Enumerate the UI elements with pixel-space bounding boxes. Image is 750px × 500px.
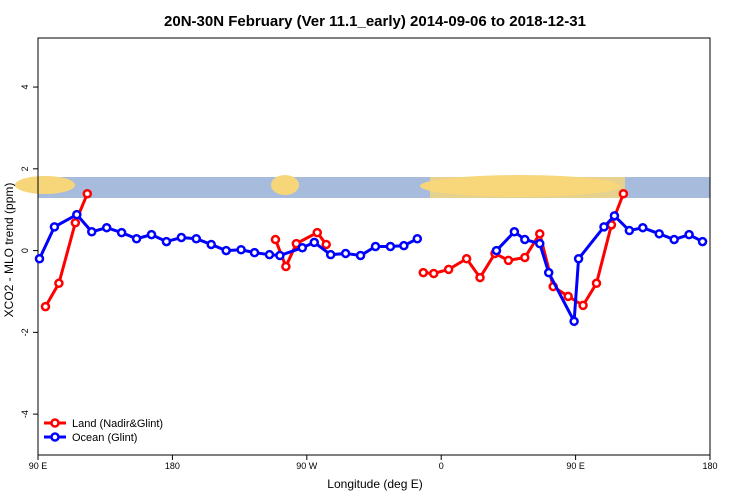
- data-point: [291, 238, 302, 249]
- data-point: [221, 245, 231, 256]
- y-tick-label: 2: [20, 166, 30, 171]
- data-point: [543, 267, 554, 278]
- x-tick-label: 180: [165, 461, 180, 471]
- x-tick-label: 0: [439, 461, 444, 471]
- data-point: [609, 211, 620, 221]
- data-point: [297, 242, 308, 253]
- plot-frame: [37, 37, 711, 456]
- data-point: [82, 189, 93, 199]
- data-point: [176, 232, 187, 243]
- data-point: [264, 249, 275, 260]
- x-axis-label: Longitude (deg E): [327, 477, 422, 491]
- data-point: [72, 209, 82, 220]
- data-point: [684, 229, 694, 240]
- data-point: [412, 233, 423, 244]
- data-point: [475, 272, 485, 283]
- chart-title: 20N-30N February (Ver 11.1_early) 2014-0…: [164, 13, 586, 30]
- data-point: [131, 233, 142, 244]
- data-point: [503, 255, 514, 266]
- data-point: [535, 238, 545, 249]
- data-point: [325, 249, 336, 260]
- data-point: [669, 234, 679, 245]
- data-point: [40, 301, 51, 312]
- y-tick-label: 0: [20, 248, 30, 253]
- data-point: [461, 254, 472, 264]
- data-point: [191, 233, 202, 244]
- data-point: [428, 268, 439, 279]
- data-point: [281, 261, 291, 272]
- x-tick-label: 180: [702, 461, 717, 471]
- data-point: [520, 234, 530, 245]
- data-point: [654, 229, 664, 239]
- y-tick-label: -4: [20, 410, 30, 418]
- data-point: [535, 229, 545, 239]
- y-axis-label: XCO2 - MLO trend (ppm): [2, 183, 16, 318]
- x-tick-label: 90 E: [566, 461, 585, 471]
- data-point: [573, 254, 584, 264]
- data-point: [591, 278, 602, 289]
- data-point: [340, 248, 351, 259]
- data-point: [578, 300, 588, 311]
- map-strip: [15, 175, 710, 198]
- data-point: [34, 254, 45, 264]
- data-point: [101, 222, 112, 233]
- data-point: [355, 250, 366, 261]
- data-point: [321, 239, 331, 250]
- data-point: [491, 245, 502, 256]
- series-line: [44, 193, 625, 308]
- data-point: [697, 236, 708, 247]
- legend-marker: [50, 418, 60, 428]
- data-point: [443, 264, 454, 275]
- data-point: [146, 229, 157, 240]
- data-point: [249, 247, 260, 258]
- data-point: [312, 227, 323, 238]
- data-point: [161, 236, 172, 247]
- data-point: [638, 222, 648, 233]
- data-point: [370, 241, 381, 252]
- data-point: [385, 241, 396, 252]
- y-tick-label: -2: [20, 328, 30, 336]
- data-point: [569, 316, 579, 327]
- data-point: [399, 240, 409, 251]
- legend-marker: [50, 432, 60, 442]
- data-point: [206, 239, 216, 250]
- data-point: [54, 278, 64, 289]
- x-tick-label: 90 W: [296, 461, 318, 471]
- data-point: [275, 250, 285, 261]
- data-point: [618, 189, 629, 199]
- data-point: [509, 227, 520, 237]
- data-point: [116, 227, 127, 238]
- x-tick-label: 90 E: [29, 461, 48, 471]
- data-point: [236, 245, 246, 255]
- data-point: [624, 225, 635, 236]
- legend-label: Land (Nadir&Glint): [72, 418, 163, 430]
- data-point: [70, 218, 81, 228]
- data-point: [309, 237, 320, 248]
- data-point: [599, 222, 609, 232]
- legend-label: Ocean (Glint): [72, 432, 137, 444]
- data-point: [270, 234, 281, 245]
- data-point: [520, 252, 530, 263]
- data-point: [563, 291, 573, 302]
- data-point: [418, 267, 429, 278]
- data-point: [49, 222, 60, 232]
- data-point: [87, 227, 97, 237]
- y-tick-label: 4: [20, 85, 30, 90]
